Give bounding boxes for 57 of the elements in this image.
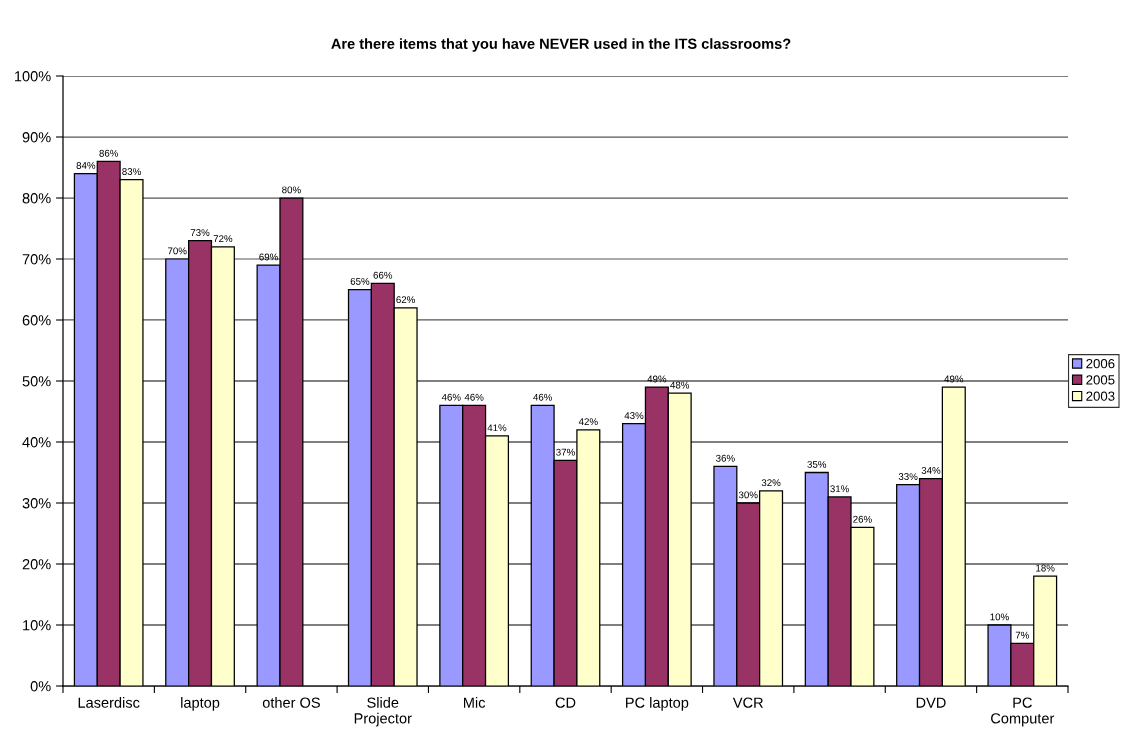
data-label: 46%	[441, 393, 461, 401]
data-label: 31%	[830, 485, 849, 493]
x-tick-label: other OS	[262, 697, 320, 708]
data-label: 73%	[190, 229, 210, 236]
x-tick-label: Laserdisc	[78, 697, 140, 708]
data-label: 10%	[990, 613, 1009, 621]
data-label: 33%	[898, 473, 918, 480]
y-tick-label: 80%	[22, 193, 51, 204]
x-tick-label: Mic	[463, 697, 486, 708]
data-label: 18%	[1036, 564, 1055, 572]
data-label: 46%	[464, 393, 484, 401]
data-label: 30%	[738, 491, 758, 499]
legend-label: 2006	[1086, 358, 1115, 369]
y-tick-label: 90%	[22, 132, 51, 143]
y-tick-label: 0%	[30, 681, 51, 692]
x-tick-label: PC Computer	[991, 697, 1055, 727]
data-label: 66%	[373, 271, 393, 279]
data-label: 72%	[213, 235, 233, 243]
data-label: 41%	[487, 424, 507, 432]
data-label: 80%	[282, 186, 301, 194]
x-tick-label: VCR	[732, 697, 763, 708]
data-label: 48%	[670, 381, 690, 389]
data-label: 84%	[76, 162, 96, 169]
data-label: 86%	[99, 149, 119, 157]
chart-title: Are there items that you have NEVER used in the ITS classrooms?	[331, 38, 791, 52]
legend-label: 2003	[1086, 391, 1115, 401]
x-tick-label: DVD	[916, 697, 946, 708]
legend-label: 2005	[1086, 375, 1115, 385]
data-label: 43%	[624, 412, 644, 419]
y-tick-label: 60%	[22, 315, 51, 326]
x-tick-label: Slide Projector	[354, 697, 412, 727]
y-tick-label: 40%	[22, 437, 51, 448]
data-label: 26%	[853, 515, 872, 523]
data-label: 32%	[761, 479, 781, 487]
y-tick-label: 70%	[22, 254, 51, 265]
x-tick-label: PC laptop	[626, 697, 689, 711]
data-label: 62%	[396, 296, 415, 304]
data-label: 42%	[578, 418, 598, 426]
y-tick-label: 100%	[15, 71, 51, 82]
data-label: 37%	[556, 448, 575, 456]
data-label: 69%	[259, 253, 278, 261]
y-tick-label: 20%	[22, 559, 51, 570]
data-label: 83%	[122, 168, 141, 175]
data-label: 70%	[167, 247, 187, 255]
data-label: 49%	[647, 375, 667, 383]
x-tick-label: CD	[555, 697, 576, 708]
y-tick-label: 10%	[23, 620, 51, 631]
y-tick-label: 30%	[22, 498, 51, 509]
y-tick-label: 50%	[22, 376, 51, 387]
data-label: 65%	[350, 277, 370, 285]
data-label: 35%	[807, 460, 827, 468]
data-label: 7%	[1015, 631, 1029, 639]
data-label: 49%	[944, 375, 964, 383]
data-label: 46%	[533, 393, 553, 401]
x-tick-label: laptop	[181, 697, 220, 711]
data-label: 36%	[716, 454, 735, 462]
data-label: 34%	[921, 467, 941, 474]
